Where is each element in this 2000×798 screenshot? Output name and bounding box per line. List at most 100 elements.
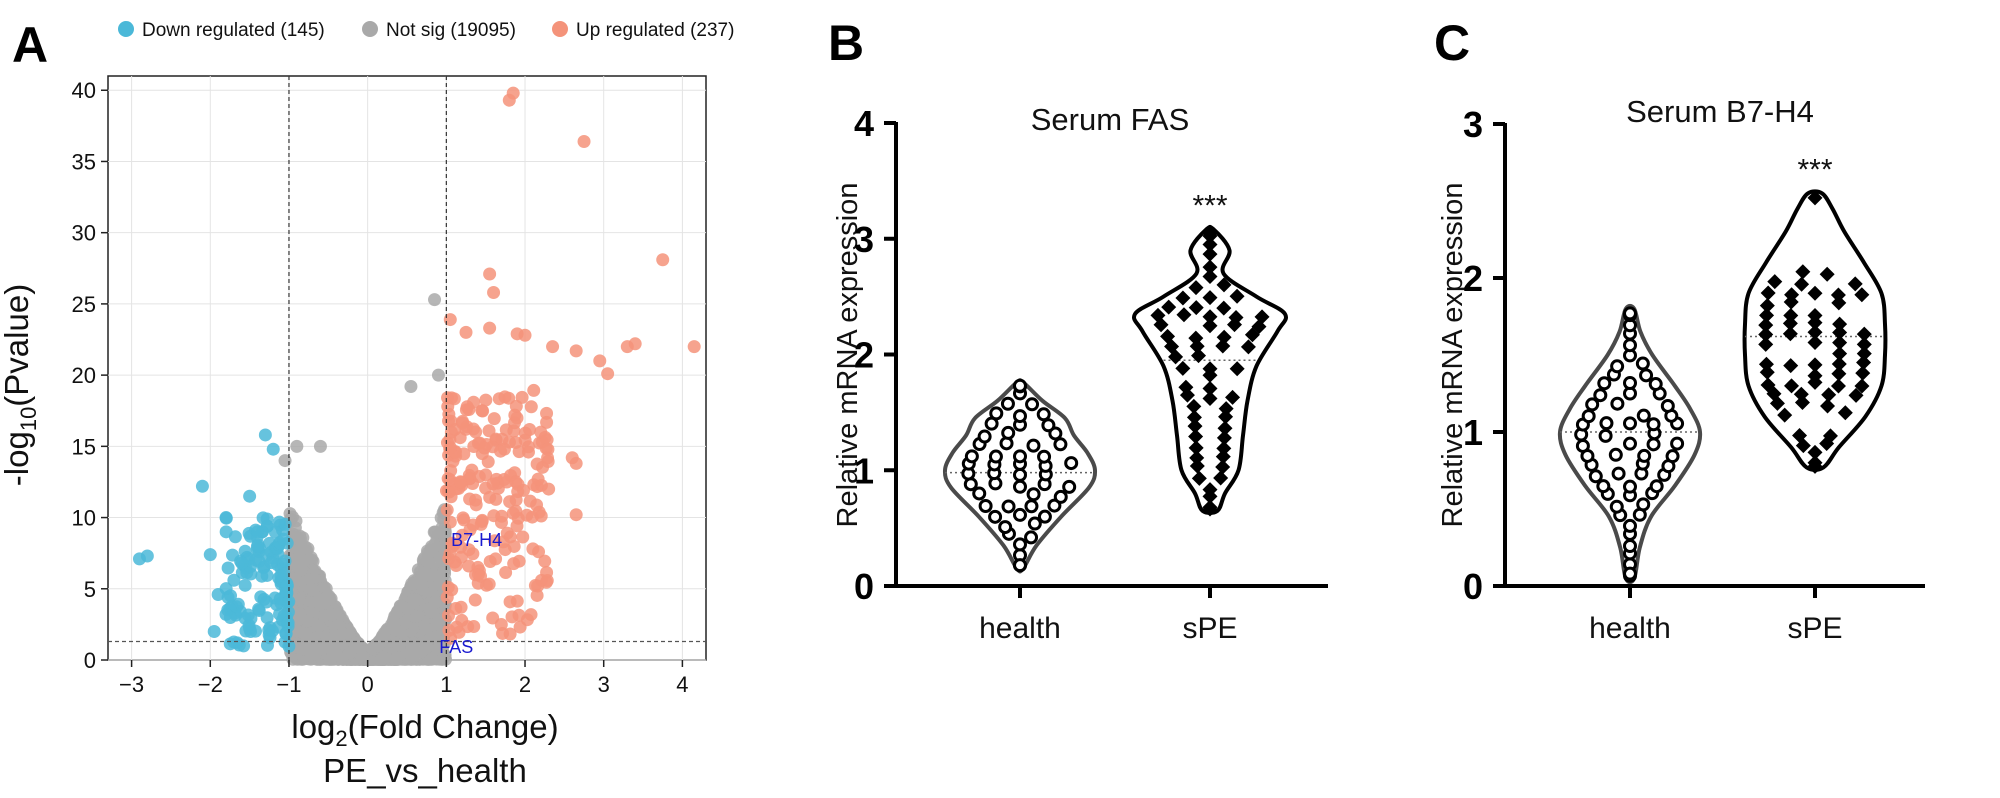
up-point [453, 475, 467, 489]
data-point-spe [1216, 430, 1232, 446]
down-point [243, 489, 257, 503]
up-point [507, 557, 521, 571]
data-point-spe [1847, 276, 1863, 292]
down-point [260, 595, 274, 609]
up-point [489, 552, 503, 566]
data-point-spe [1822, 428, 1838, 444]
data-point-health [1013, 537, 1027, 552]
data-point-health [1013, 449, 1027, 464]
up-point [530, 457, 544, 471]
data-point-health [1596, 479, 1611, 494]
up-point [503, 595, 517, 609]
up-point [477, 441, 491, 455]
data-point-spe [1832, 325, 1848, 341]
data-point-health [1611, 466, 1626, 481]
data-point-spe [1848, 387, 1864, 403]
data-point-health [972, 486, 987, 501]
data-point-health [1598, 428, 1613, 443]
data-point-spe [1161, 299, 1177, 315]
data-point-health [1037, 449, 1052, 464]
up-point [500, 526, 514, 540]
volcano-x-axis-label: log2(Fold Change) [291, 708, 558, 751]
violin-y-tick-label: 3 [1463, 104, 1483, 145]
data-point-spe [1760, 377, 1776, 393]
data-point-health [1623, 479, 1637, 494]
data-point-health [1637, 448, 1652, 463]
down-point [203, 548, 217, 562]
data-point-spe [1807, 308, 1823, 324]
notsig-point [425, 605, 439, 619]
xlabel-rest: (Fold Change) [348, 708, 559, 745]
down-point [226, 548, 240, 562]
violin-plot-b7h4: Serum B7-H4 Relative mRNA expression 0 1 2 3 h… [1437, 94, 1925, 645]
data-point-spe [1202, 290, 1218, 306]
ylabel-sub: 10 [16, 407, 41, 431]
notsig-point [312, 619, 326, 633]
data-point-health [1623, 566, 1637, 581]
x-tick-label: 4 [676, 672, 688, 697]
data-point-spe [1202, 309, 1218, 325]
data-point-health [1013, 467, 1027, 482]
data-point-spe [1819, 266, 1835, 282]
x-tick-label: 1 [440, 672, 452, 697]
data-point-spe [1175, 360, 1191, 376]
down-point [281, 616, 295, 630]
data-point-spe [1202, 391, 1218, 407]
notsig-point [397, 616, 411, 630]
data-point-spe [1188, 300, 1204, 316]
data-point-spe [1830, 287, 1846, 303]
y-tick-label: 15 [72, 434, 96, 459]
data-point-spe [1759, 298, 1775, 314]
data-point-spe [1807, 285, 1823, 301]
data-point-spe [1202, 246, 1218, 262]
data-point-health [1665, 449, 1680, 464]
data-point-spe [1187, 418, 1203, 434]
data-point-spe [1228, 310, 1244, 326]
data-point-health [1062, 479, 1077, 494]
data-point-spe [1202, 318, 1218, 334]
up-point [460, 400, 474, 414]
data-point-health [1581, 409, 1596, 424]
volcano-y-axis-label: -log10(Pvalue) [0, 284, 41, 486]
data-point-health [1026, 438, 1041, 453]
notsig-point [425, 652, 439, 666]
violin-x-tick-label-spe: sPE [1787, 612, 1842, 645]
data-point-spe [1767, 274, 1783, 290]
data-point-health [1648, 377, 1663, 392]
down-point [238, 578, 252, 592]
violin-y-tick-label: 1 [1463, 412, 1483, 453]
notsig-point [293, 607, 307, 621]
x-tick-label: −3 [119, 672, 144, 697]
up-point [516, 530, 530, 544]
data-point-spe [1202, 225, 1218, 241]
up-point [512, 608, 526, 622]
up-point [444, 425, 458, 439]
violin-y-axis-label: Relative mRNA expression [832, 183, 864, 528]
data-point-spe [1216, 329, 1232, 345]
significance-stars: *** [1797, 153, 1832, 186]
data-point-spe [1175, 290, 1191, 306]
data-point-health [978, 499, 993, 514]
up-point [482, 577, 496, 591]
down-point [235, 556, 249, 570]
up-point [462, 559, 476, 573]
x-tick-label: 2 [519, 672, 531, 697]
up-point [531, 579, 545, 593]
down-point [264, 556, 278, 570]
data-point-spe [1216, 277, 1232, 293]
notsig-point [437, 563, 451, 577]
data-point-health [1623, 538, 1637, 553]
data-point-spe [1758, 356, 1774, 372]
data-point-spe [1777, 407, 1793, 423]
down-point [260, 519, 274, 533]
x-tick-label: 3 [598, 672, 610, 697]
data-point-spe [1807, 368, 1823, 384]
notsig-point [431, 368, 445, 382]
notsig-point [394, 599, 408, 613]
up-point [483, 267, 497, 281]
data-point-health [1037, 509, 1052, 524]
down-point [258, 428, 272, 442]
up-point [538, 554, 552, 568]
data-point-spe [1832, 335, 1848, 351]
down-point [266, 442, 280, 456]
